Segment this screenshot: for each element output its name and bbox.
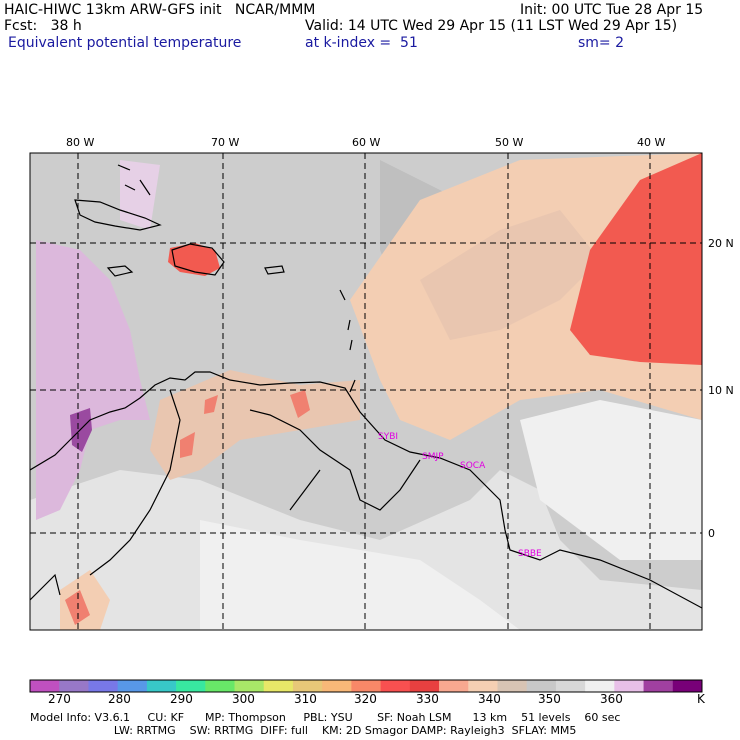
colorbar-tick: 360 — [600, 692, 623, 706]
map-frame — [29, 152, 703, 631]
colorbar-swatch — [146, 680, 177, 692]
graticule — [30, 153, 702, 630]
colorbar-swatch — [176, 680, 206, 692]
colorbar-swatch — [439, 680, 469, 692]
colorbar-swatch — [88, 680, 119, 692]
colorbar-swatch — [351, 680, 382, 692]
colorbar-swatch — [409, 680, 440, 692]
colorbar-tick: 290 — [170, 692, 193, 706]
lon-label: 50 W — [495, 136, 524, 149]
model-info-line1: Model Info: V3.6.1 CU: KF MP: Thompson P… — [30, 711, 621, 724]
station-label: SBBE — [518, 549, 542, 559]
colorbar-tick: 330 — [416, 692, 439, 706]
level-info: at k-index = 51 — [305, 35, 418, 51]
colorbar-tick: 340 — [478, 692, 501, 706]
forecast-hour: Fcst: 38 h — [4, 18, 82, 34]
colorbar-tick: 350 — [538, 692, 561, 706]
lat-label: 0 — [708, 527, 715, 540]
colorbar-tick: 300 — [232, 692, 255, 706]
lon-label: 60 W — [352, 136, 381, 149]
init-time: Init: 00 UTC Tue 28 Apr 15 — [520, 2, 704, 18]
lon-label: 80 W — [66, 136, 95, 149]
colorbar-swatch — [555, 680, 586, 692]
colorbar-swatch — [526, 680, 557, 692]
colorbar-swatch — [59, 680, 89, 692]
colorbar-swatch — [468, 680, 498, 692]
colorbar — [29, 679, 703, 693]
station-label: SOCA — [460, 461, 486, 471]
colorbar-swatch — [322, 680, 352, 692]
colorbar-tick: 270 — [48, 692, 71, 706]
valid-time: Valid: 14 UTC Wed 29 Apr 15 (11 LST Wed … — [305, 18, 678, 34]
colorbar-swatch — [380, 680, 411, 692]
colorbar-swatch — [234, 680, 265, 692]
colorbar-swatch — [672, 680, 703, 692]
lon-label: 70 W — [211, 136, 240, 149]
station-label: SYBI — [378, 432, 399, 442]
colorbar-swatch — [292, 680, 323, 692]
coastlines — [30, 164, 702, 609]
lat-label: 10 N — [708, 384, 734, 397]
colorbar-swatch — [263, 680, 294, 692]
colorbar-swatch — [643, 680, 674, 692]
field-name: Equivalent potential temperature — [8, 35, 242, 51]
lon-label: 40 W — [637, 136, 666, 149]
lat-label: 20 N — [708, 237, 734, 250]
colorbar-unit: K — [697, 692, 705, 706]
colorbar-swatch — [30, 680, 60, 692]
smoothing-info: sm= 2 — [578, 35, 625, 51]
colorbar-swatch — [585, 680, 615, 692]
colorbar-swatch — [205, 680, 236, 692]
colorbar-frame — [29, 679, 703, 693]
colorbar-tick: 280 — [108, 692, 131, 706]
station-label: SMJP — [422, 452, 444, 462]
model-title: HAIC-HIWC 13km ARW-GFS init NCAR/MMM — [4, 2, 316, 18]
colorbar-tick: 320 — [354, 692, 377, 706]
colorbar-tick: 310 — [294, 692, 317, 706]
colorbar-swatch — [497, 680, 528, 692]
colorbar-swatch — [614, 680, 645, 692]
model-info-line2: LW: RRTMG SW: RRTMG DIFF: full KM: 2D Sm… — [30, 724, 577, 737]
theta-e-field — [30, 153, 702, 630]
colorbar-swatch — [117, 680, 148, 692]
